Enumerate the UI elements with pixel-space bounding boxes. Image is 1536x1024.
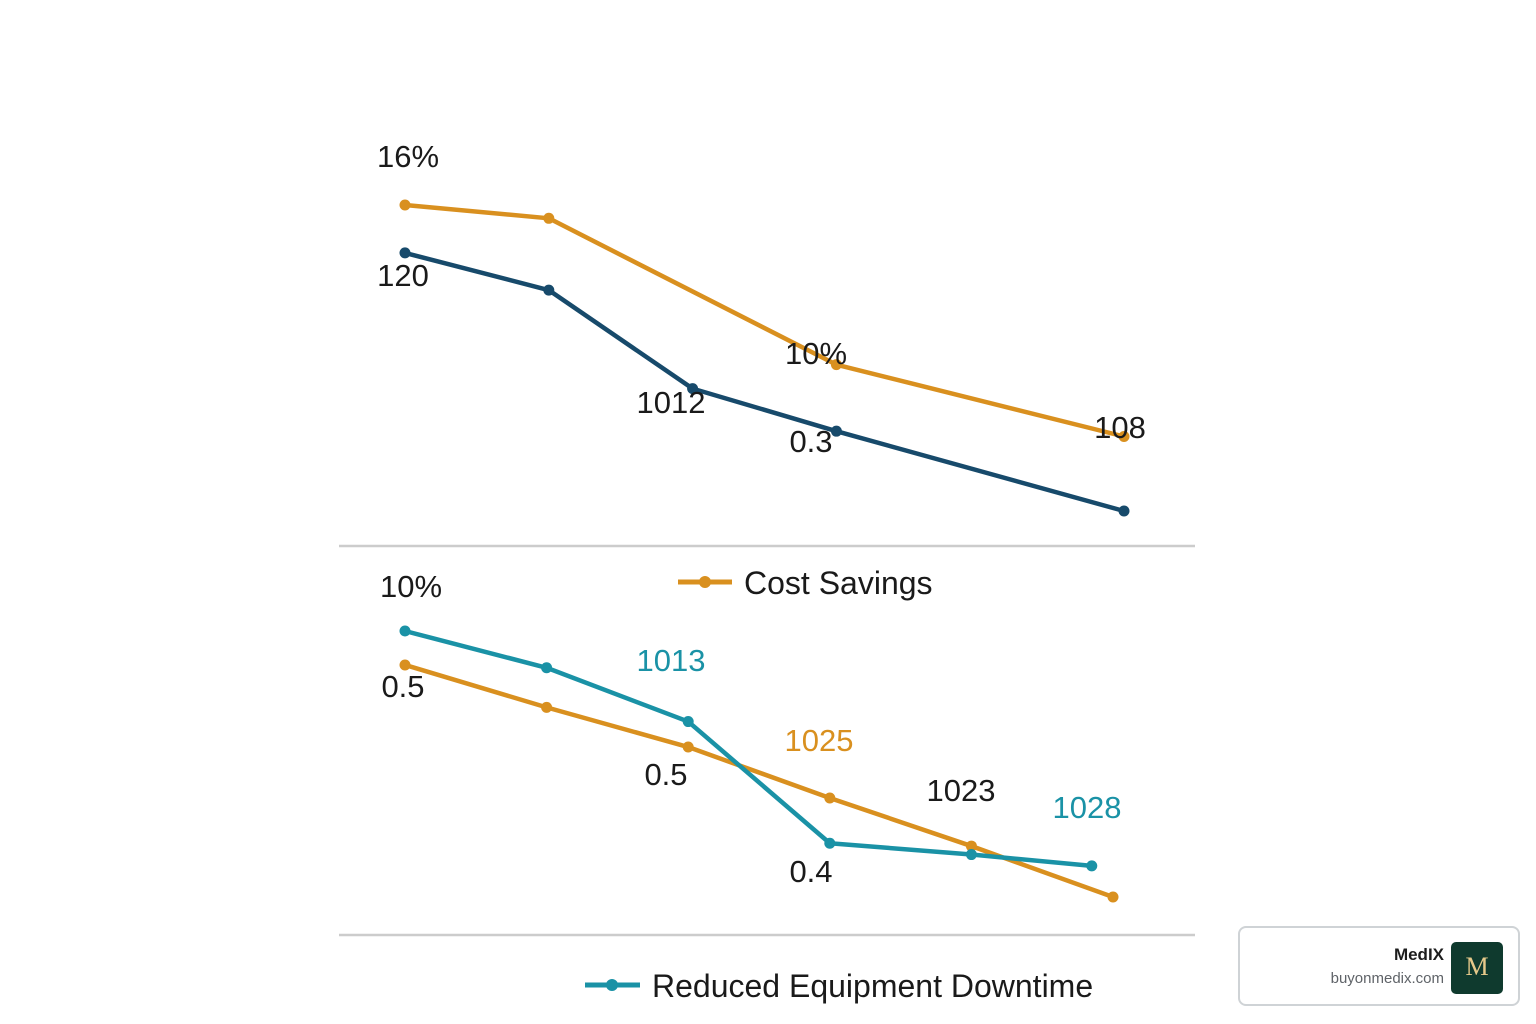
top-series-2-point-5 [1118,505,1130,517]
top-series-1-line [402,202,1127,439]
bottom-data-label-1: 10% [380,569,442,604]
top-series-2-point-2 [543,284,555,296]
top-data-label-2: 120 [377,258,429,293]
bottom-series-1-point-2 [541,701,553,713]
legend-downtime-label: Reduced Equipment Downtime [652,968,1093,1004]
top-series-2-line [402,250,1127,514]
bottom-data-label-5: 1025 [785,723,854,758]
bottom-series-2-point-6 [1086,860,1098,872]
bottom-panel: 10% 0.5 1013 0.5 1025 0.4 1023 1028 [380,569,1122,903]
bottom-series-2-point-1 [399,625,411,637]
legend-cost-savings: Cost Savings [678,565,933,601]
legend-cost-savings-marker [699,576,711,588]
top-series-1-point-3 [830,359,842,371]
bottom-data-label-7: 1023 [927,773,996,808]
watermark-brand-name: MedIX [1393,945,1444,964]
top-data-label-5: 0.3 [789,424,832,459]
bottom-data-label-6: 0.4 [789,854,832,889]
bottom-series-2-point-5 [965,849,977,861]
medix-logo-icon: M [1451,942,1503,994]
legend-downtime-marker [606,979,618,991]
bottom-series-1-point-5 [965,840,977,852]
top-series-1-point-4 [1118,430,1130,442]
top-series-2-point-4 [830,425,842,437]
bottom-data-label-4: 0.5 [644,757,687,792]
bottom-series-1-point-1 [399,659,411,671]
medix-watermark-badge: MedIX buyonmedix.com M [1238,926,1520,1006]
bottom-series-1-point-3 [682,741,694,753]
watermark-url: buyonmedix.com [1330,970,1444,987]
bottom-series-2-point-3 [682,716,694,728]
top-data-label-6: 108 [1094,410,1146,445]
top-data-label-4: 10% [785,336,847,371]
bottom-data-label-3: 1013 [637,643,706,678]
top-series-2-point-3 [687,383,699,395]
top-data-label-3: 1012 [637,385,706,420]
top-panel: 16% 120 1012 10% 0.3 108 [377,139,1146,517]
bottom-series-2-point-2 [541,662,553,674]
bottom-series-1-point-4 [824,792,836,804]
legend-cost-savings-label: Cost Savings [744,565,933,601]
top-series-1-point-2 [543,212,555,224]
bottom-data-label-2: 0.5 [381,669,424,704]
bottom-series-1-point-6 [1107,891,1119,903]
top-series-1-point-1 [399,199,411,211]
top-data-label-1: 16% [377,139,439,174]
bottom-series-2-line [402,628,1095,869]
bottom-series-2-point-4 [824,837,836,849]
legend-reduced-equipment-downtime: Reduced Equipment Downtime [585,968,1093,1004]
bottom-data-label-8: 1028 [1053,790,1122,825]
top-series-2-point-1 [399,247,411,259]
